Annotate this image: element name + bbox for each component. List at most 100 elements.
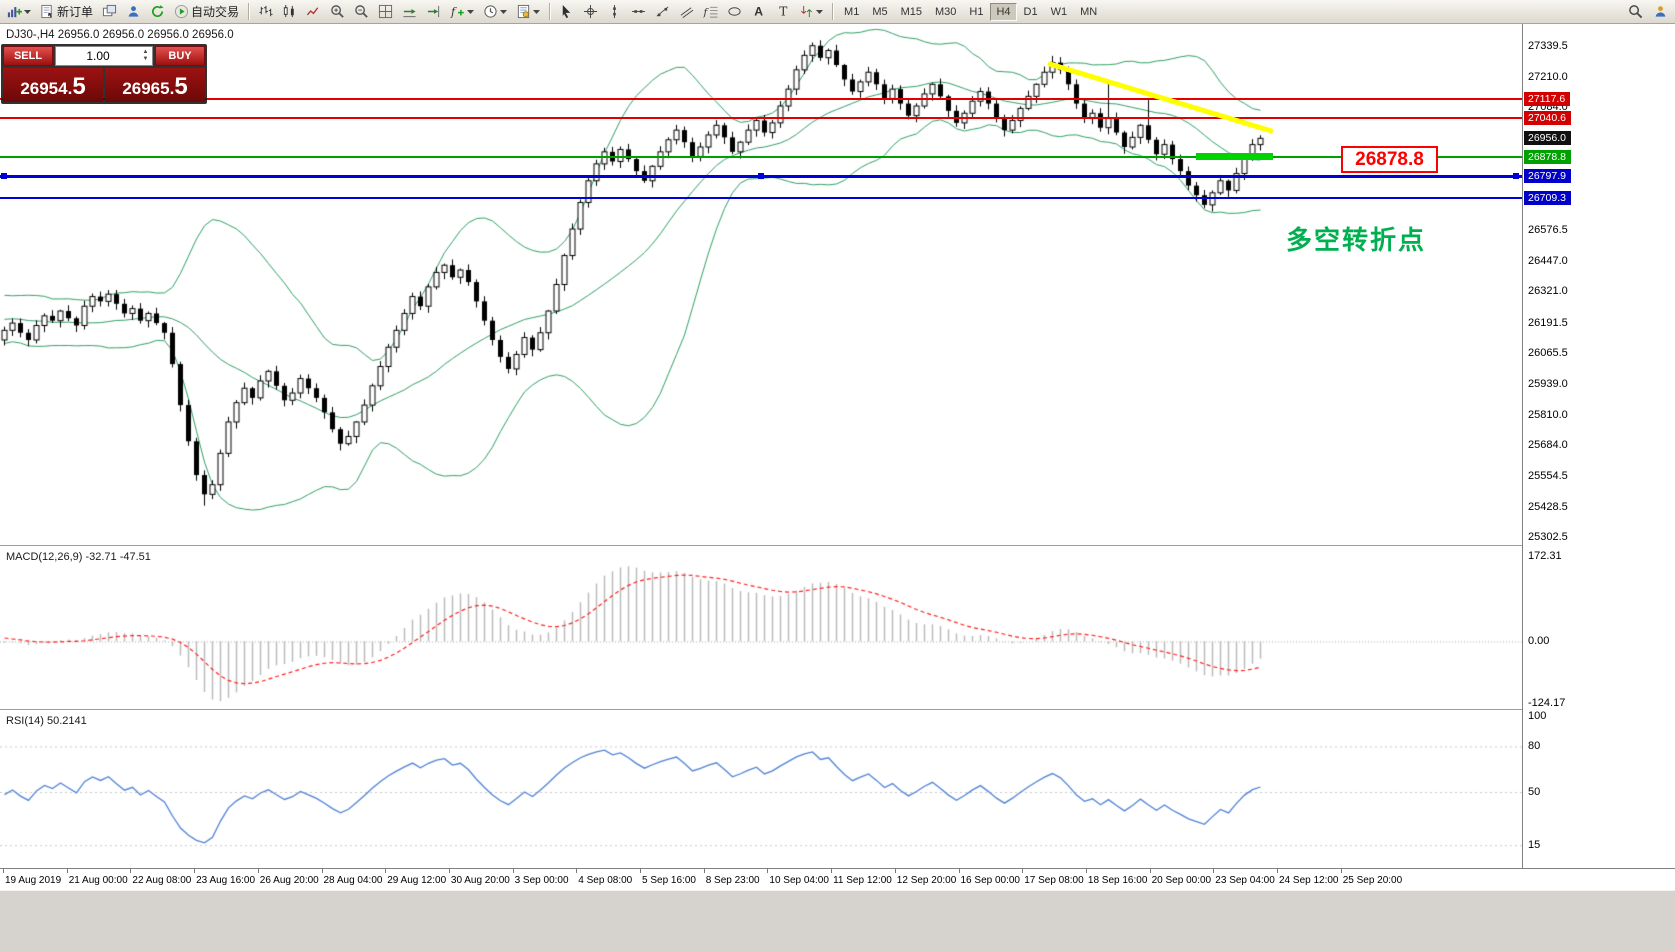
chart-windows-button[interactable]: [98, 2, 121, 22]
pane-divider[interactable]: [0, 545, 1675, 546]
buy-price[interactable]: 26965. 5: [105, 68, 205, 102]
vertical-line-button[interactable]: [603, 2, 626, 22]
price-axis-label: 27339.5: [1528, 39, 1568, 52]
horizontal-line-button[interactable]: [627, 2, 650, 22]
timeframe-w1[interactable]: W1: [1050, 5, 1068, 18]
trendline-button[interactable]: [651, 2, 674, 22]
new-order-button[interactable]: 新订单: [36, 2, 97, 22]
refresh-button[interactable]: [146, 2, 169, 22]
time-axis[interactable]: 19 Aug 2019 21 Aug 00:00 22 Aug 08:00 23 Au…: [0, 868, 1675, 890]
sell-button[interactable]: SELL: [3, 46, 53, 66]
auto-scroll-icon: [402, 4, 417, 19]
templates-button[interactable]: [512, 2, 544, 22]
timeframe-m30[interactable]: M30: [935, 5, 957, 18]
pane-divider[interactable]: [0, 709, 1675, 710]
timeframe-mn[interactable]: MN: [1080, 5, 1098, 18]
candles-icon: [282, 4, 297, 19]
timeframe-h1[interactable]: H1: [969, 5, 984, 18]
green-highlight-segment[interactable]: [1196, 153, 1273, 161]
svg-text:f: f: [703, 6, 709, 18]
time-axis-label: 12 Sep 20:00: [896, 875, 957, 886]
cursor-button[interactable]: [555, 2, 578, 22]
price-axis-label: 25684.0: [1528, 439, 1568, 452]
timeframe-m15[interactable]: M15: [900, 5, 922, 18]
channel-button[interactable]: [675, 2, 698, 22]
yellow-trendline[interactable]: [1047, 60, 1274, 134]
time-tick: [767, 869, 769, 873]
price-axis-label: 25302.5: [1528, 531, 1568, 544]
time-tick: [1213, 869, 1215, 873]
price-badge: 26797.9: [1524, 169, 1571, 184]
candlestick-chart-button[interactable]: [278, 2, 301, 22]
zoom-in-button[interactable]: [326, 2, 349, 22]
tile-windows-button[interactable]: [374, 2, 397, 22]
timeframe-m5[interactable]: M5: [872, 5, 888, 18]
buy-button[interactable]: BUY: [155, 46, 205, 66]
volume-down-button[interactable]: ▼: [142, 56, 149, 62]
timeframe-h4[interactable]: H4: [990, 2, 1017, 21]
price-axis-label: 25428.5: [1528, 500, 1568, 513]
volume-up-button[interactable]: ▲: [142, 49, 149, 56]
arrows-button[interactable]: [795, 2, 827, 22]
vline-icon: [607, 4, 622, 19]
line-chart-button[interactable]: [302, 2, 325, 22]
auto-trading-button[interactable]: 自动交易: [170, 2, 243, 22]
indicators-button[interactable]: f: [446, 2, 478, 22]
price-axis[interactable]: 27339.5 27210.0 27084.0 26576.5 26447.0 26321…: [1522, 24, 1675, 868]
template-icon: [516, 4, 531, 19]
timeframe-m1[interactable]: M1: [844, 5, 860, 18]
macd-canvas[interactable]: [0, 546, 1522, 709]
price-badge: 27040.6: [1524, 110, 1571, 125]
line-handle[interactable]: [758, 173, 764, 180]
price-callout-box[interactable]: 26878.8: [1341, 146, 1438, 173]
svg-text:A: A: [754, 5, 763, 19]
time-axis-label: 16 Sep 00:00: [960, 875, 1021, 886]
volume-field: ▲ ▼: [55, 46, 153, 66]
time-tick: [831, 869, 833, 873]
time-tick: [1022, 869, 1024, 873]
zoom-out-button[interactable]: [350, 2, 373, 22]
time-axis-label: 18 Sep 16:00: [1087, 875, 1148, 886]
search-button[interactable]: [1624, 2, 1647, 22]
new-chart-button[interactable]: [3, 2, 35, 22]
turning-point-annotation[interactable]: 多空转折点: [1286, 225, 1427, 255]
rsi-axis-label: 50: [1528, 786, 1541, 798]
chart-shift-button[interactable]: [422, 2, 445, 22]
time-tick: [1277, 869, 1278, 873]
arrow-icon: [799, 4, 814, 19]
resistance-line-27040[interactable]: [0, 116, 1522, 119]
price-badge: 26956.0: [1524, 131, 1571, 146]
chart-plus-icon: [7, 4, 22, 19]
macd-axis-label: 0.00: [1528, 635, 1550, 648]
text-button[interactable]: A: [747, 2, 770, 22]
price-badge: 27117.6: [1524, 92, 1571, 107]
fib-icon: f: [703, 4, 718, 19]
time-tick: [703, 869, 705, 873]
indicator-icon: f: [450, 4, 465, 19]
bar-chart-button[interactable]: [254, 2, 277, 22]
periods-button[interactable]: [479, 2, 511, 22]
time-axis-label: 4 Sep 08:00: [578, 875, 633, 886]
auto-scroll-button[interactable]: [398, 2, 421, 22]
volume-input[interactable]: [56, 49, 140, 63]
shapes-button[interactable]: [723, 2, 746, 22]
time-axis-label: 19 Aug 2019: [5, 875, 62, 886]
timeframe-d1[interactable]: D1: [1023, 5, 1038, 18]
line-handle[interactable]: [1, 173, 7, 180]
macd-label: MACD(12,26,9) -32.71 -47.51: [6, 551, 151, 563]
line-handle[interactable]: [1513, 173, 1519, 180]
support-line-26878[interactable]: [0, 155, 1522, 158]
support-line-26709[interactable]: [0, 196, 1522, 199]
tline-icon: [655, 4, 670, 19]
rsi-canvas[interactable]: [0, 710, 1522, 868]
bars-icon: [258, 4, 273, 19]
sell-price[interactable]: 26954. 5: [3, 68, 103, 102]
resistance-line-27117[interactable]: [0, 98, 1522, 101]
community-button[interactable]: [1649, 2, 1672, 22]
zoom-out-icon: [354, 4, 369, 19]
crosshair-button[interactable]: [579, 2, 602, 22]
fibonacci-button[interactable]: f: [699, 2, 722, 22]
profiles-button[interactable]: [122, 2, 145, 22]
price-chart-canvas[interactable]: [0, 24, 1522, 546]
label-button[interactable]: T: [771, 2, 794, 22]
